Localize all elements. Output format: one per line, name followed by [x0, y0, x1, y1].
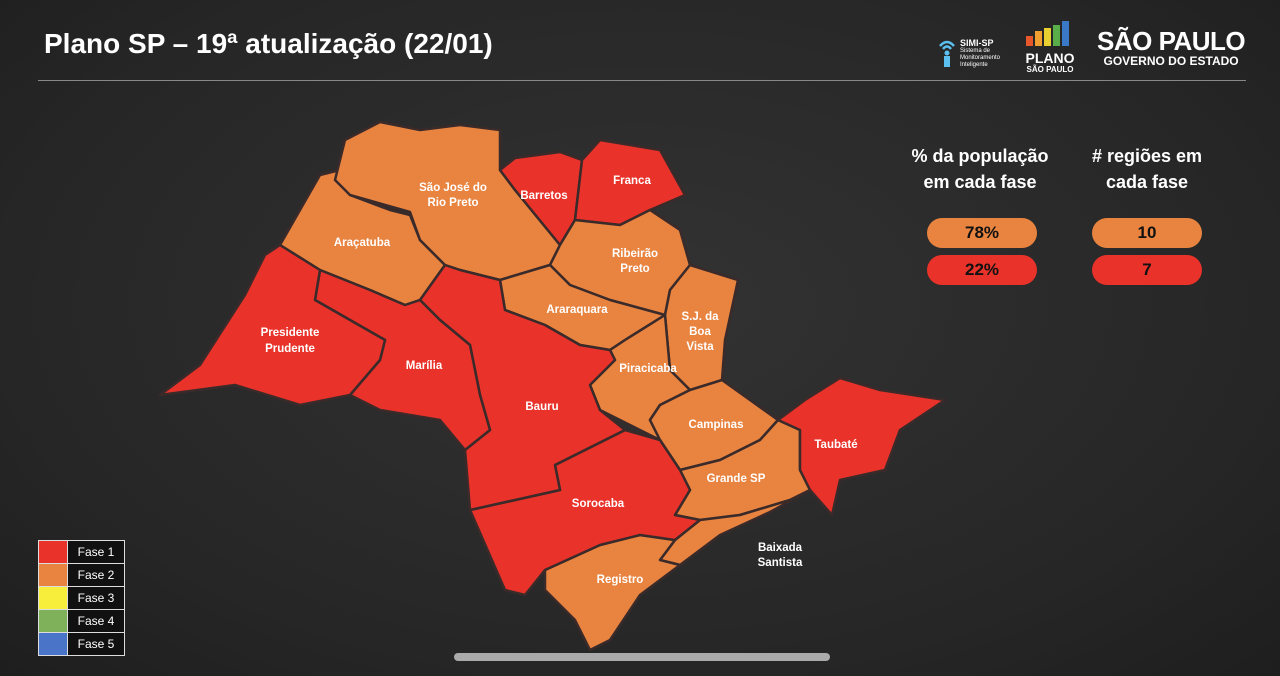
legend-label: Fase 5 — [67, 632, 125, 656]
region-label-campinas: Campinas — [689, 419, 744, 431]
population-fase-2-pill: 78% — [927, 218, 1037, 248]
regions-fase-2-pill: 10 — [1092, 218, 1202, 248]
region-label-sorocaba: Sorocaba — [572, 498, 625, 510]
region-label-s-j-da-boa-vista: S.J. da Boa Vista — [681, 311, 719, 353]
bar-chart-icon — [1026, 21, 1069, 46]
region-label-aracatuba: Araçatuba — [334, 237, 391, 249]
legend-item-fase-2: Fase 2 — [38, 563, 125, 587]
governo-line2: GOVERNO DO ESTADO — [1103, 54, 1239, 68]
legend-label: Fase 1 — [67, 540, 125, 564]
legend-label: Fase 2 — [67, 563, 125, 587]
governo-line1: SÃO PAULO — [1097, 26, 1246, 56]
legend-swatch — [38, 586, 68, 610]
regions-fase-1-pill: 7 — [1092, 255, 1202, 285]
regions-header: # regiões em cada fase — [1091, 146, 1203, 192]
region-label-baixada-santista: Baixada Santista — [758, 542, 803, 569]
legend-swatch — [38, 540, 68, 564]
governo-sp-logo: SÃO PAULO GOVERNO DO ESTADO — [1097, 26, 1246, 68]
region-label-taubate: Taubaté — [814, 439, 857, 451]
region-label-presidente-prudente: Presidente Prudente — [261, 327, 320, 355]
region-label-araraquara: Araraquara — [546, 304, 608, 316]
legend-item-fase-1: Fase 1 — [38, 540, 125, 564]
region-label-marilia: Marília — [406, 360, 443, 372]
legend-label: Fase 3 — [67, 586, 125, 610]
region-taubate[interactable] — [776, 376, 947, 517]
region-label-sao-jose-do-rio-preto: São José do Rio Preto — [419, 182, 487, 209]
region-label-bauru: Bauru — [525, 401, 558, 413]
wifi-person-icon — [939, 40, 955, 67]
legend-label: Fase 4 — [67, 609, 125, 633]
region-label-barretos: Barretos — [520, 190, 567, 202]
region-label-piracicaba: Piracicaba — [619, 363, 677, 375]
legend-item-fase-5: Fase 5 — [38, 632, 125, 656]
region-label-franca: Franca — [613, 175, 651, 187]
plano-sp-logo: PLANO SÃO PAULO — [1024, 20, 1076, 74]
page-title: Plano SP – 19ª atualização (22/01) — [44, 28, 493, 59]
legend-swatch — [38, 632, 68, 656]
region-label-grande-sp: Grande SP — [707, 473, 766, 485]
region-presidente-prudente[interactable] — [158, 243, 387, 407]
legend-swatch — [38, 563, 68, 587]
plano-line2: SÃO PAULO — [1026, 65, 1074, 74]
simi-subtitle: Sistema de Monitoramento Inteligente — [960, 48, 1001, 68]
population-fase-1-pill: 22% — [927, 255, 1037, 285]
population-header: % da população em cada fase — [911, 146, 1049, 192]
legend-item-fase-4: Fase 4 — [38, 609, 125, 633]
phase-legend: Fase 1 Fase 2 Fase 3 Fase 4 Fase 5 — [38, 540, 125, 656]
legend-swatch — [38, 609, 68, 633]
simi-sp-logo: SIMI-SP Sistema de Monitoramento Intelig… — [938, 38, 1010, 69]
horizontal-scrollbar[interactable] — [454, 653, 830, 661]
plano-line1: PLANO — [1025, 50, 1075, 66]
region-label-registro: Registro — [597, 574, 644, 586]
simi-name: SIMI-SP — [960, 38, 994, 48]
divider — [38, 80, 1246, 81]
legend-item-fase-3: Fase 3 — [38, 586, 125, 610]
region-label-ribeirao-preto: Ribeirão Preto — [612, 248, 658, 275]
